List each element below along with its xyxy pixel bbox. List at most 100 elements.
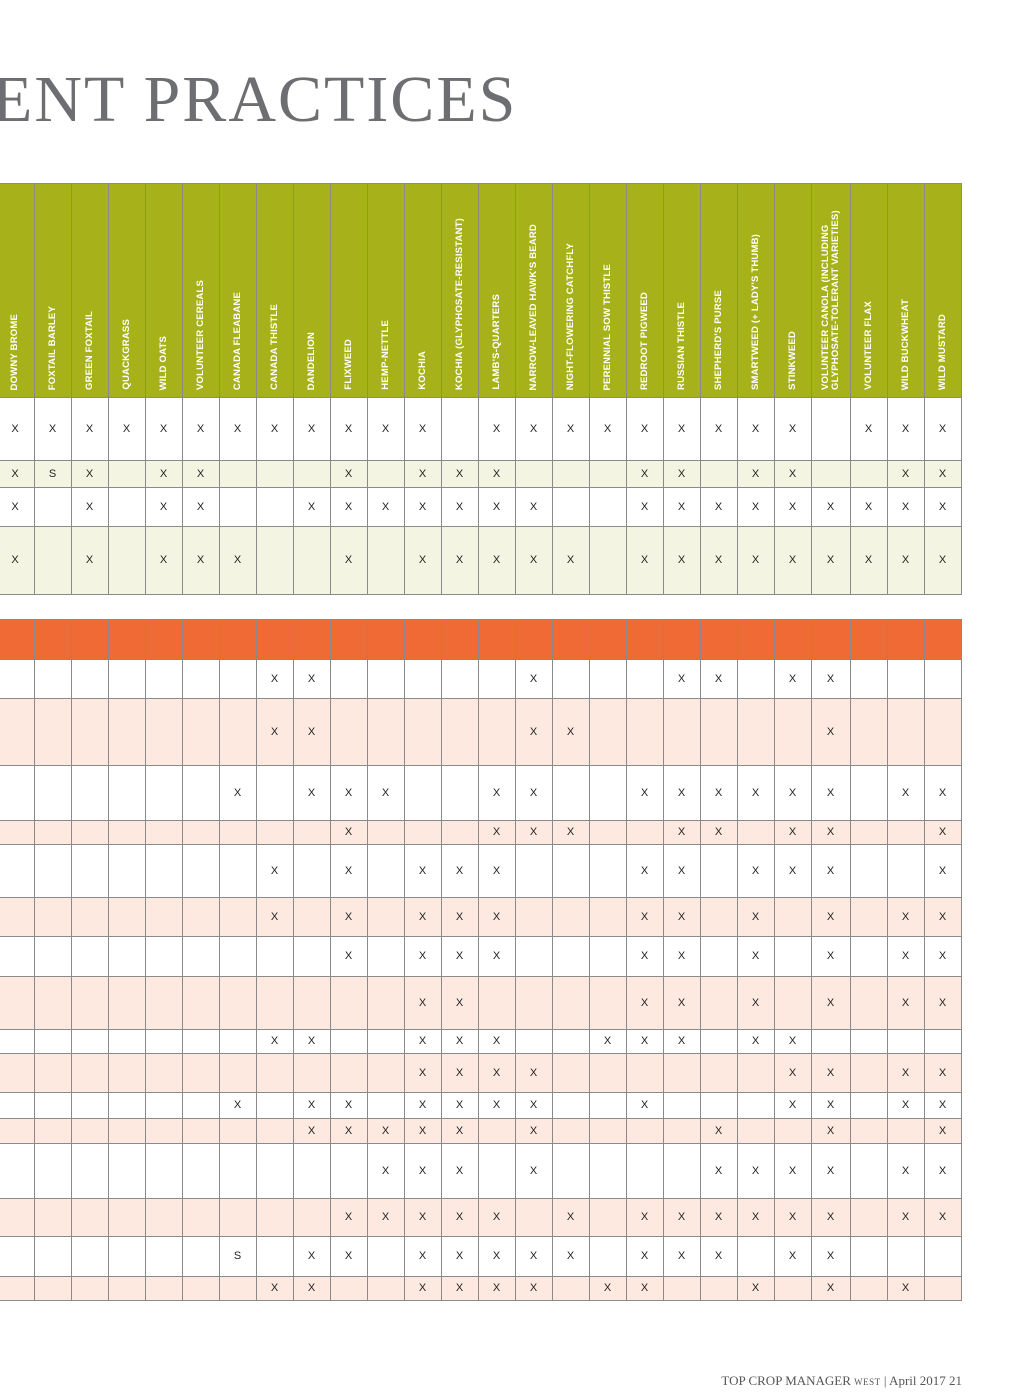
orange-table-cell: X [418, 1164, 427, 1177]
orange-table-cell: X [529, 1250, 538, 1262]
green-table-cell: X [11, 422, 19, 435]
orange-table-cell: X [751, 910, 760, 923]
orange-table-cell: X [640, 786, 649, 799]
weed-header-label: WILD OATS [157, 335, 169, 390]
orange-table-cell: X [492, 1035, 501, 1047]
green-table-cell: X [196, 422, 205, 435]
orange-table-cell: X [901, 786, 910, 799]
green-table-cell: X [640, 554, 649, 566]
weed-header: FLIXWEED [330, 190, 367, 390]
green-table-cell: X [677, 500, 686, 513]
weed-header-label: STINKWEED [786, 331, 798, 390]
orange-table-cell: X [938, 1099, 947, 1111]
orange-table-cell: X [418, 1035, 427, 1047]
orange-section-column-line [330, 619, 331, 1300]
orange-table-cell: X [455, 1282, 464, 1294]
orange-section-column-line [850, 619, 851, 1300]
green-section-column-line [367, 183, 368, 594]
green-table-cell: X [196, 500, 205, 513]
orange-section-column-line [478, 619, 479, 1300]
orange-section-column-line [737, 619, 738, 1300]
orange-table-cell: X [270, 672, 279, 685]
orange-table-cell: X [714, 1164, 723, 1177]
green-table-cell: X [826, 554, 835, 566]
orange-table-cell: X [566, 725, 575, 738]
green-table-cell: X [751, 500, 760, 513]
orange-table-cell: X [826, 1282, 835, 1294]
green-table-cell: X [233, 554, 242, 566]
orange-table-cell: X [344, 950, 353, 962]
orange-table-cell: X [826, 1211, 835, 1223]
green-table-cell: X [566, 422, 575, 435]
orange-table-cell: X [344, 1099, 353, 1111]
orange-table-cell: X [529, 786, 538, 799]
orange-table-cell: X [418, 910, 427, 923]
weed-header-label: SMARTWEED (+ LADY'S THUMB) [749, 233, 761, 390]
orange-table-cell: X [677, 1211, 686, 1223]
green-table-cell: X [938, 554, 947, 566]
orange-table-cell: X [788, 786, 797, 799]
orange-table-cell: X [938, 1211, 947, 1223]
orange-section-row-line [0, 936, 962, 937]
green-table-cell: X [418, 554, 427, 566]
weed-header-label: HEMP-NETTLE [379, 320, 391, 390]
green-row-background [0, 460, 962, 487]
weed-header: STINKWEED [774, 190, 811, 390]
green-section-column-line [924, 183, 925, 594]
green-section-column-line [330, 183, 331, 594]
weed-header-label: QUACKGRASS [120, 319, 132, 390]
green-section-row-line [0, 460, 962, 461]
weed-header: CANADA FLEABANE [219, 190, 256, 390]
orange-table-cell: X [751, 950, 760, 962]
green-section-column-line [700, 183, 701, 594]
orange-table-cell: X [418, 1124, 427, 1137]
orange-table-cell: X [307, 725, 316, 738]
weed-header-label: RUSSIAN THISTLE [675, 302, 687, 390]
green-table-cell: X [788, 554, 797, 566]
orange-table-cell: X [826, 910, 835, 923]
orange-table-cell: X [901, 1066, 910, 1079]
orange-table-cell: X [788, 1035, 797, 1047]
orange-row-background [0, 1053, 962, 1092]
orange-section-column-line [71, 619, 72, 1300]
green-table-cell: X [455, 554, 464, 566]
green-section-column-line [404, 183, 405, 594]
green-table-cell: X [11, 467, 19, 480]
weed-header-label: NIGHT-FLOWERING CATCHFLY [564, 242, 576, 390]
orange-table-cell: X [714, 786, 723, 799]
green-table-cell: X [122, 422, 131, 435]
orange-section-row-line [0, 1236, 962, 1237]
orange-table-cell: X [826, 1250, 835, 1262]
green-table-cell: X [344, 500, 353, 513]
orange-table-cell: X [640, 1250, 649, 1262]
orange-section-row-line [0, 619, 962, 620]
green-table-cell: X [938, 467, 947, 480]
green-table-cell: X [307, 422, 316, 435]
weed-header-label: FLIXWEED [342, 339, 354, 390]
orange-section-column-line [367, 619, 368, 1300]
green-table-cell: X [751, 467, 760, 480]
orange-table-cell: X [640, 1211, 649, 1223]
weed-header-label: DOWNY BROME [9, 313, 21, 390]
green-table-cell: X [714, 422, 723, 435]
orange-section-column-line [182, 619, 183, 1300]
orange-table-cell: X [901, 1282, 910, 1294]
green-section-row-line [0, 183, 962, 184]
weed-header: PERENNIAL SOW THISTLE [589, 190, 626, 390]
orange-table-cell: X [492, 864, 501, 877]
orange-table-cell: X [603, 1035, 612, 1047]
orange-section-column-line [219, 619, 220, 1300]
weed-header: VOLUNTEER CEREALS [182, 190, 219, 390]
weed-header-label: FOXTAIL BARLEY [46, 305, 58, 390]
orange-section-row-line [0, 765, 962, 766]
weed-header-label: KOCHIA [416, 351, 428, 390]
orange-table-cell: X [344, 910, 353, 923]
orange-table-cell: X [455, 950, 464, 962]
orange-section-column-line [34, 619, 35, 1300]
green-table-cell: X [85, 422, 94, 435]
orange-table-cell: X [492, 1250, 501, 1262]
orange-table-cell: X [381, 1211, 390, 1223]
orange-section-row-line [0, 1118, 962, 1119]
weed-header-label: VOLUNTEER CEREALS [194, 279, 206, 390]
orange-table-cell: X [455, 1164, 464, 1177]
